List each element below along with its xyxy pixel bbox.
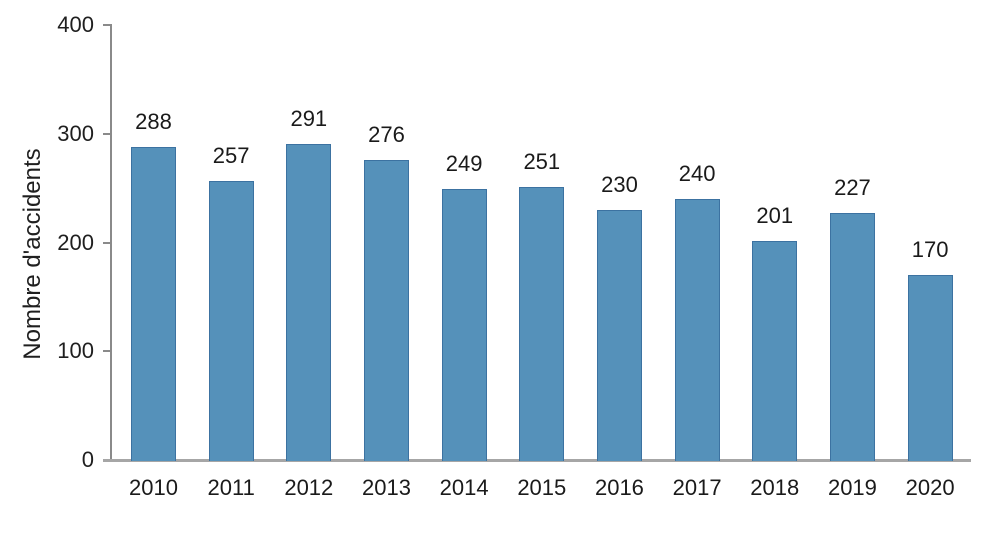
bar-value-label: 291 — [290, 105, 328, 131]
x-axis-tick-label: 2012 — [284, 475, 334, 500]
x-axis-tick-label: 2017 — [672, 475, 722, 500]
bar-2015 — [519, 187, 565, 461]
y-axis-tick — [103, 350, 112, 353]
y-axis-tick-label: 100 — [57, 338, 94, 364]
bar-value-label: 288 — [135, 108, 172, 134]
bar-value-label: 257 — [212, 142, 250, 168]
y-axis-tick-label: 300 — [57, 120, 94, 146]
bar-2019 — [829, 213, 875, 461]
bar-2011 — [208, 180, 254, 461]
bar-value-label: 249 — [445, 151, 483, 177]
bar-2017 — [674, 199, 720, 461]
x-axis-tick-label: 2020 — [905, 475, 955, 500]
bar-2016 — [596, 209, 642, 461]
x-axis-tick-label: 2015 — [517, 475, 567, 500]
bar-value-label: 240 — [678, 161, 716, 186]
y-axis-tick-label: 200 — [57, 229, 94, 255]
x-axis-tick-label: 2011 — [207, 475, 255, 500]
y-axis-tick — [103, 24, 112, 26]
y-axis-tick — [103, 132, 112, 135]
x-axis-tick-label: 2010 — [129, 475, 178, 500]
bar-value-label: 170 — [911, 237, 949, 263]
bar-value-label: 227 — [834, 175, 871, 201]
x-axis-tick-label: 2013 — [361, 475, 411, 500]
y-axis-tick-label: 0 — [81, 447, 94, 472]
bar-2013 — [363, 159, 409, 461]
bar-value-label: 230 — [601, 171, 638, 197]
x-axis-tick-label: 2016 — [594, 475, 644, 500]
bar-value-label: 251 — [523, 149, 561, 175]
bar-value-label: 201 — [756, 203, 794, 229]
y-axis-tick — [103, 241, 112, 244]
bar-2012 — [286, 143, 332, 461]
bar-2020 — [907, 275, 953, 461]
x-axis-tick-label: 2018 — [750, 475, 800, 500]
y-axis-tick-label: 400 — [57, 12, 94, 37]
bar-value-label: 276 — [368, 121, 405, 147]
x-axis-tick-label: 2019 — [827, 475, 877, 500]
bar-2010 — [131, 146, 176, 461]
bar-2018 — [752, 241, 798, 461]
x-axis-tick-label: 2014 — [439, 475, 489, 500]
bar-2014 — [441, 189, 487, 461]
